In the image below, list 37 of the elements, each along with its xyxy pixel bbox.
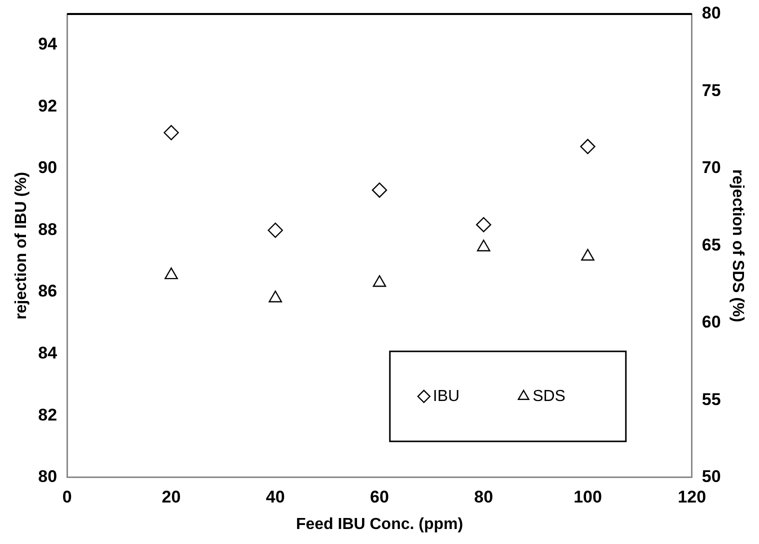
y2-tick-label: 80 xyxy=(702,4,721,23)
x-tick-label: 60 xyxy=(370,487,389,506)
x-tick-label: 80 xyxy=(474,487,494,506)
y2-tick-label: 75 xyxy=(702,80,721,100)
y-tick-label: 92 xyxy=(38,96,58,116)
point xyxy=(476,217,492,232)
point xyxy=(372,275,386,287)
y-tick-label: 86 xyxy=(38,282,58,301)
point xyxy=(164,267,178,280)
y2-tick-label: 60 xyxy=(702,312,721,332)
point xyxy=(268,222,283,238)
point xyxy=(372,182,388,198)
y-axis-title: rejection of IBU (%) xyxy=(13,172,30,320)
x-axis-title: Feed IBU Conc. (ppm) xyxy=(296,516,464,533)
point xyxy=(476,240,490,252)
y2-tick-label: 65 xyxy=(702,235,721,254)
x-tick-label: 100 xyxy=(574,487,602,506)
x-tick-label: 120 xyxy=(678,487,706,506)
point xyxy=(581,248,594,261)
y-tick-label: 94 xyxy=(38,34,58,54)
legend-label: IBU xyxy=(432,388,460,405)
x-tick-label: 40 xyxy=(266,487,285,506)
x-tick-label: 0 xyxy=(62,487,72,506)
y2-tick-label: 70 xyxy=(702,158,721,178)
point xyxy=(580,138,596,154)
y-tick-label: 90 xyxy=(38,158,58,178)
y-tick-label: 88 xyxy=(38,220,58,239)
y-tick-label: 82 xyxy=(38,405,58,424)
point xyxy=(268,290,282,302)
y-tick-label: 84 xyxy=(38,344,58,363)
y2-axis-title: rejection of SDS (%) xyxy=(728,169,746,322)
legend-label: SDS xyxy=(532,388,566,405)
point xyxy=(164,125,179,140)
y-tick-label: 80 xyxy=(38,467,58,486)
x-tick-label: 20 xyxy=(162,487,181,506)
y2-tick-label: 55 xyxy=(702,390,721,409)
y2-tick-label: 50 xyxy=(702,467,721,486)
